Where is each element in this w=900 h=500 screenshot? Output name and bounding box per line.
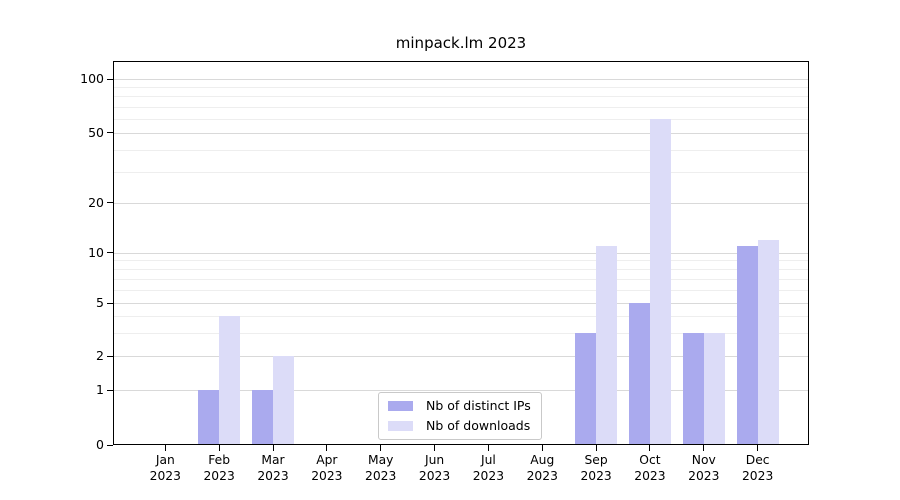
- x-tickmark: [757, 445, 759, 451]
- x-tick-year: 2023: [526, 468, 558, 483]
- gridline-minor: [114, 96, 808, 98]
- x-tick-label-sep: Sep 2023: [568, 453, 624, 484]
- gridline-major: [114, 132, 808, 134]
- x-tick-label-aug: Aug 2023: [514, 453, 570, 484]
- x-tick-year: 2023: [365, 468, 397, 483]
- gridline-minor: [114, 289, 808, 291]
- x-tickmark: [595, 445, 597, 451]
- x-tick-label-jun: Jun 2023: [407, 453, 463, 484]
- x-tick-label-apr: Apr 2023: [299, 453, 355, 484]
- bar-distinct-ips-dec: [736, 245, 758, 445]
- x-tick-label-feb: Feb 2023: [191, 453, 247, 484]
- gridline-major: [114, 303, 808, 305]
- legend-item-distinct-ips: Nb of distinct IPs: [388, 398, 531, 414]
- y-tickmark: [107, 302, 113, 304]
- gridline-minor: [114, 106, 808, 108]
- x-tickmark: [487, 445, 489, 451]
- bar-distinct-ips-nov: [682, 332, 704, 445]
- y-tick-label: 50: [88, 124, 104, 140]
- x-tickmark: [272, 445, 274, 451]
- chart-title: minpack.lm 2023: [395, 34, 527, 52]
- x-tick-year: 2023: [472, 468, 505, 483]
- x-tick-label-dec: Dec 2023: [730, 453, 786, 484]
- y-tickmark: [107, 202, 113, 204]
- bar-distinct-ips-feb: [198, 390, 220, 445]
- bar-downloads-nov: [703, 332, 725, 445]
- x-tick-label-oct: Oct 2023: [622, 453, 678, 484]
- y-tick-label: 0: [96, 437, 104, 452]
- x-tick-label-jan: Jan 2023: [137, 453, 193, 484]
- x-tick-label-mar: Mar 2023: [245, 453, 301, 484]
- bar-distinct-ips-mar: [252, 390, 273, 445]
- x-tick-label-jul: Jul 2023: [460, 453, 516, 484]
- bar-downloads-sep: [596, 245, 618, 445]
- gridline-major: [114, 356, 808, 357]
- y-tickmark: [107, 252, 113, 254]
- y-tick-label: 5: [96, 295, 104, 311]
- bar-downloads-feb: [219, 316, 241, 445]
- bar-distinct-ips-sep: [575, 332, 597, 445]
- x-tick-year: 2023: [257, 468, 289, 483]
- x-tick-year: 2023: [149, 468, 181, 483]
- y-tick-label: 10: [88, 244, 104, 260]
- y-tick-label: 100: [80, 71, 104, 86]
- gridline-major: [114, 252, 808, 254]
- y-tickmark: [107, 78, 113, 80]
- gridline-major: [114, 79, 808, 80]
- legend-item-downloads: Nb of downloads: [388, 418, 531, 434]
- gridline-minor: [114, 87, 808, 89]
- legend-swatch-downloads: [388, 421, 413, 431]
- x-tick-label-may: May 2023: [353, 453, 409, 484]
- gridline-minor: [114, 171, 808, 173]
- x-tick-year: 2023: [688, 468, 720, 483]
- x-tick-year: 2023: [580, 468, 612, 483]
- x-tickmark: [434, 445, 436, 451]
- y-tickmark: [107, 355, 113, 357]
- y-tickmark: [107, 444, 113, 446]
- x-tick-year: 2023: [741, 468, 774, 483]
- legend-swatch-distinct-ips: [388, 401, 413, 411]
- gridline-minor: [114, 268, 808, 270]
- x-tick-year: 2023: [634, 468, 666, 483]
- y-tick-label: 2: [96, 348, 104, 363]
- y-tickmark: [107, 389, 113, 391]
- bar-downloads-oct: [649, 118, 671, 445]
- gridline-minor: [114, 149, 808, 151]
- bar-downloads-mar: [273, 356, 294, 445]
- x-tickmark: [218, 445, 220, 451]
- gridline-minor: [114, 278, 808, 280]
- y-tick-label: 1: [96, 382, 104, 397]
- y-tickmark: [107, 132, 113, 134]
- x-tickmark: [164, 445, 166, 451]
- gridline-minor: [114, 316, 808, 318]
- gridline-minor: [114, 118, 808, 120]
- x-tickmark: [649, 445, 651, 451]
- gridline-minor: [114, 332, 808, 334]
- x-tickmark: [326, 445, 328, 451]
- bar-distinct-ips-oct: [628, 303, 650, 445]
- x-tickmark: [380, 445, 382, 451]
- gridline-major: [114, 202, 808, 204]
- x-tickmark: [541, 445, 543, 451]
- x-tick-year: 2023: [203, 468, 235, 483]
- legend-label-distinct-ips: Nb of distinct IPs: [426, 398, 531, 413]
- gridline-minor: [114, 260, 808, 262]
- x-tick-year: 2023: [311, 468, 343, 483]
- gridline-major: [114, 390, 808, 391]
- legend-label-downloads: Nb of downloads: [426, 418, 531, 433]
- x-tick-year: 2023: [418, 468, 451, 483]
- bar-downloads-dec: [757, 239, 779, 445]
- y-tick-label: 20: [88, 194, 104, 210]
- x-tickmark: [703, 445, 705, 451]
- legend: Nb of distinct IPs Nb of downloads: [378, 392, 542, 440]
- x-tick-label-nov: Nov 2023: [676, 453, 732, 484]
